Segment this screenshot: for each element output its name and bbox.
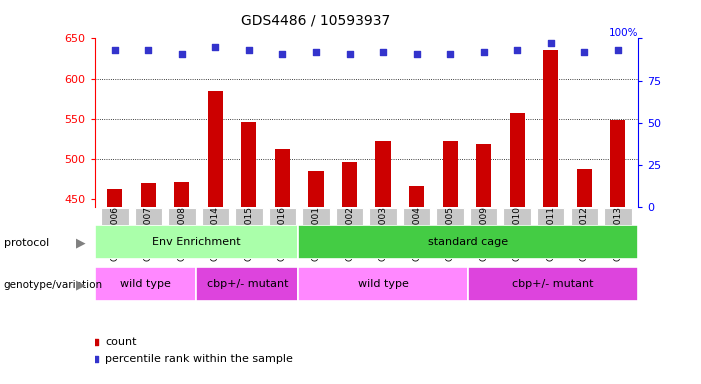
Bar <box>175 182 189 207</box>
Point <box>344 51 355 57</box>
Text: GSM766009: GSM766009 <box>479 206 488 261</box>
Point <box>243 47 254 53</box>
FancyBboxPatch shape <box>403 209 430 258</box>
Text: ▶: ▶ <box>76 278 86 291</box>
Point <box>512 47 523 53</box>
Text: wild type: wild type <box>358 279 409 289</box>
FancyBboxPatch shape <box>470 209 498 258</box>
Text: GSM766013: GSM766013 <box>613 206 622 261</box>
Bar <box>611 120 625 207</box>
Text: GDS4486 / 10593937: GDS4486 / 10593937 <box>241 13 390 27</box>
Text: GSM766010: GSM766010 <box>512 206 522 261</box>
Point <box>578 49 590 55</box>
Text: 100%: 100% <box>608 28 638 38</box>
Bar <box>442 141 458 207</box>
Point <box>444 51 456 57</box>
Point <box>277 51 288 57</box>
Bar <box>95 267 196 301</box>
FancyBboxPatch shape <box>369 209 397 258</box>
Bar <box>95 225 299 259</box>
Text: standard cage: standard cage <box>428 237 508 247</box>
Text: protocol: protocol <box>4 238 49 248</box>
FancyBboxPatch shape <box>302 209 329 258</box>
Text: GSM766003: GSM766003 <box>379 206 388 261</box>
Text: GSM766007: GSM766007 <box>144 206 153 261</box>
Text: cbp+/- mutant: cbp+/- mutant <box>207 279 288 289</box>
FancyBboxPatch shape <box>235 209 263 258</box>
Text: GSM766012: GSM766012 <box>580 206 589 261</box>
Bar <box>409 187 424 207</box>
Bar <box>299 267 468 301</box>
FancyBboxPatch shape <box>336 209 363 258</box>
FancyBboxPatch shape <box>101 209 128 258</box>
Text: GSM766005: GSM766005 <box>446 206 455 261</box>
Text: Env Enrichment: Env Enrichment <box>152 237 241 247</box>
Bar <box>468 267 638 301</box>
FancyBboxPatch shape <box>436 209 464 258</box>
Text: GSM766016: GSM766016 <box>278 206 287 261</box>
Text: cbp+/- mutant: cbp+/- mutant <box>512 279 594 289</box>
Bar <box>510 113 525 207</box>
Point <box>210 44 221 50</box>
Bar <box>275 149 290 207</box>
Text: GSM766008: GSM766008 <box>177 206 186 261</box>
Point <box>176 51 187 57</box>
Text: GSM766004: GSM766004 <box>412 206 421 261</box>
Bar <box>241 122 257 207</box>
FancyBboxPatch shape <box>268 209 297 258</box>
FancyBboxPatch shape <box>168 209 196 258</box>
Point <box>377 49 388 55</box>
Point <box>545 40 557 46</box>
Point <box>264 137 275 143</box>
Text: wild type: wild type <box>120 279 171 289</box>
Bar <box>141 183 156 207</box>
Point <box>264 291 275 297</box>
FancyBboxPatch shape <box>537 209 564 258</box>
Text: GSM766014: GSM766014 <box>211 206 220 261</box>
FancyBboxPatch shape <box>135 209 162 258</box>
Text: GSM766006: GSM766006 <box>110 206 119 261</box>
Bar <box>543 50 558 207</box>
Text: GSM766015: GSM766015 <box>245 206 253 261</box>
FancyBboxPatch shape <box>202 209 229 258</box>
Text: GSM766011: GSM766011 <box>546 206 555 261</box>
Text: genotype/variation: genotype/variation <box>4 280 102 290</box>
Point <box>109 47 121 53</box>
Bar <box>577 169 592 207</box>
Point <box>143 47 154 53</box>
Bar <box>196 267 299 301</box>
FancyBboxPatch shape <box>604 209 632 258</box>
Point <box>411 51 422 57</box>
Text: ▶: ▶ <box>76 236 86 249</box>
FancyBboxPatch shape <box>571 209 598 258</box>
Text: count: count <box>105 337 137 347</box>
Text: GSM766002: GSM766002 <box>345 206 354 261</box>
Bar <box>299 225 638 259</box>
Bar <box>376 141 390 207</box>
Text: GSM766001: GSM766001 <box>311 206 320 261</box>
Bar <box>308 171 324 207</box>
Bar <box>342 162 357 207</box>
Text: percentile rank within the sample: percentile rank within the sample <box>105 354 293 364</box>
Bar <box>207 91 223 207</box>
FancyBboxPatch shape <box>503 209 531 258</box>
Bar <box>476 144 491 207</box>
Point <box>612 47 623 53</box>
Point <box>478 49 489 55</box>
Point <box>311 49 322 55</box>
Bar <box>107 189 122 207</box>
